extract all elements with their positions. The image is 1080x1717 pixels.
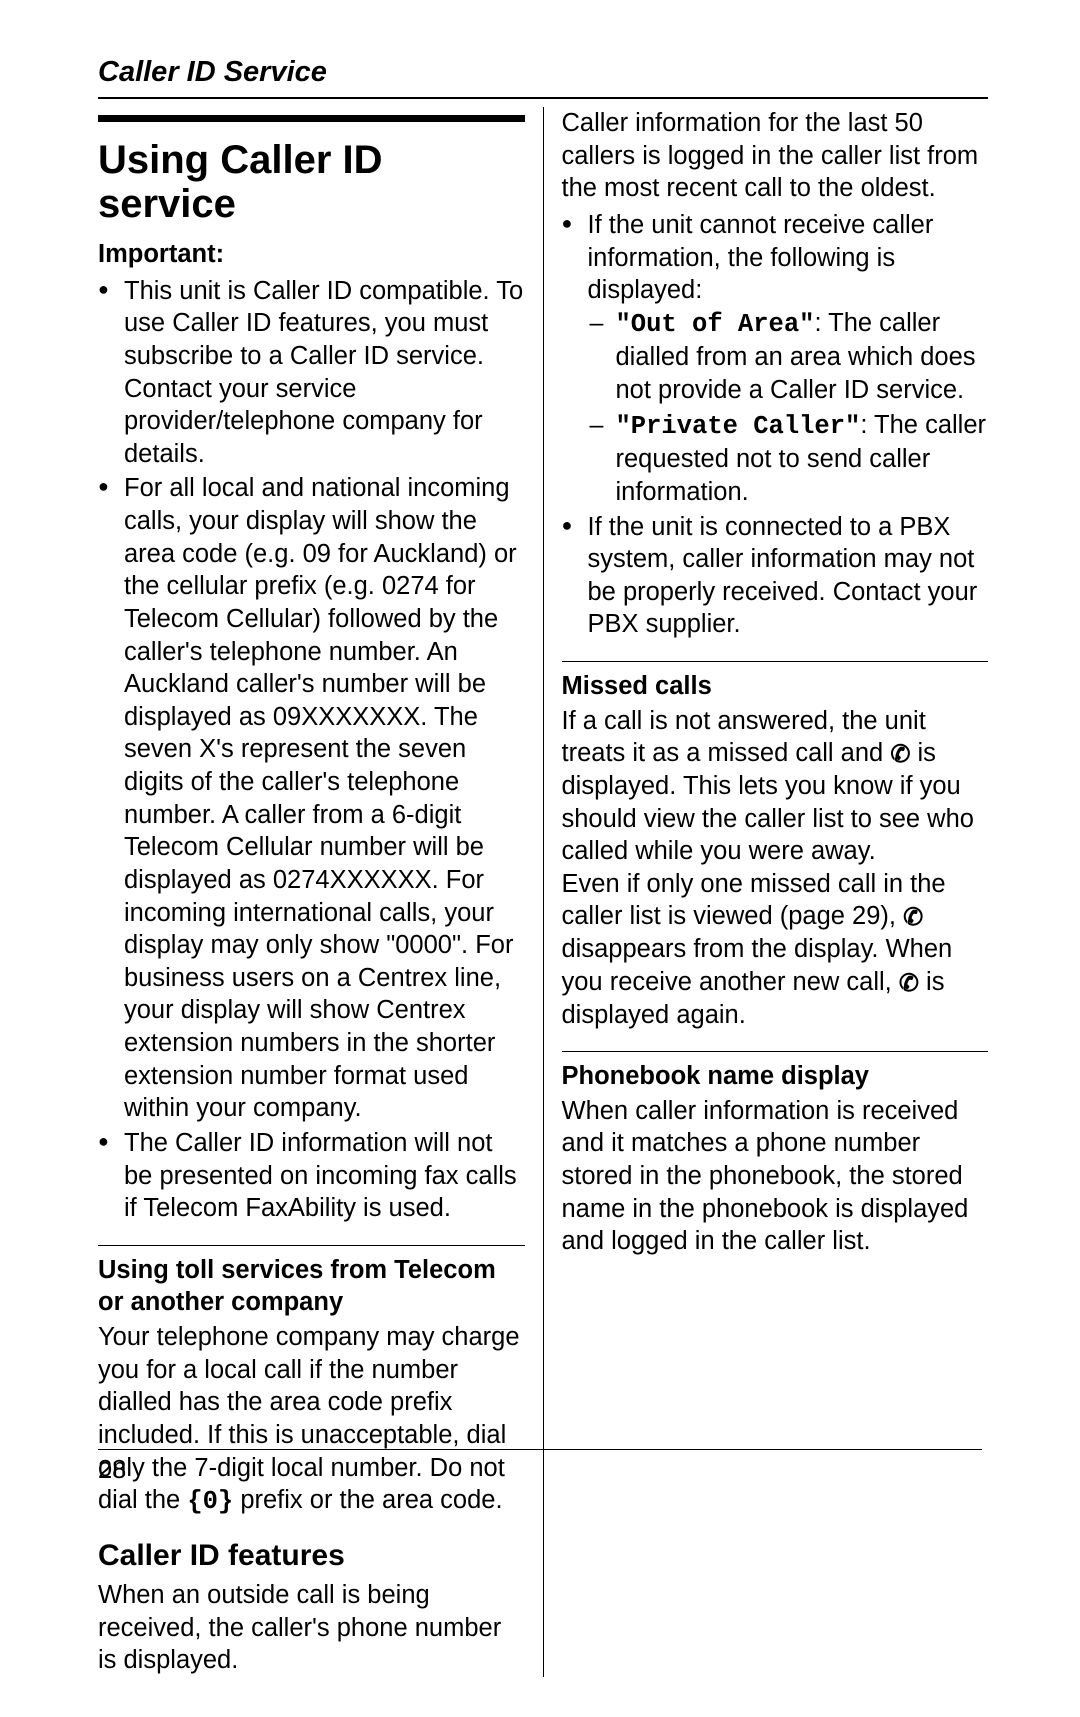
content-columns: Using Caller ID service Important: This … [98,107,988,1677]
header-rule: Caller ID Service [98,56,988,99]
thick-rule [98,115,525,122]
list-item: For all local and national incoming call… [98,472,525,1125]
missed-call-icon: ✆ [899,970,919,997]
intro-text: Caller information for the last 50 calle… [562,107,989,205]
keycap-zero: {0} [187,1487,233,1516]
toll-heading: Using toll services from Telecom or anot… [98,1254,525,1319]
list-item-text: The Caller ID information will not be pr… [124,1129,517,1222]
missed-calls-p2: Even if only one missed call in the call… [562,868,989,1031]
page-number-value: 28 [98,1456,126,1484]
list-item: "Out of Area": The caller dialled from a… [588,307,989,407]
list-item-text: If the unit cannot receive caller inform… [588,211,934,304]
important-label: Important: [98,238,525,271]
section-rule [562,661,989,662]
list-item-text: This unit is Caller ID compatible. To us… [124,277,523,468]
missed-calls-p1: If a call is not answered, the unit trea… [562,705,989,868]
dash-list: "Out of Area": The caller dialled from a… [588,307,989,509]
code-private-caller: "Private Caller" [616,412,861,441]
list-item-text: For all local and national incoming call… [124,474,517,1122]
missed-calls-heading: Missed calls [562,670,989,703]
missed-call-icon: ✆ [903,904,923,931]
section-rule [562,1051,989,1052]
list-item-text: If the unit is connected to a PBX system… [588,513,978,639]
right-column: Caller information for the last 50 calle… [544,107,989,1677]
list-item: This unit is Caller ID compatible. To us… [98,275,525,471]
toll-body-post: prefix or the area code. [233,1486,502,1514]
list-item: The Caller ID information will not be pr… [98,1127,525,1225]
features-body: When an outside call is being received, … [98,1579,525,1677]
important-list: This unit is Caller ID compatible. To us… [98,275,525,1225]
page-number: 28 [98,1449,982,1485]
text-fragment: Even if only one missed call in the call… [562,870,946,931]
list-item: If the unit is connected to a PBX system… [562,511,989,642]
phonebook-body: When caller information is received and … [562,1095,989,1258]
phonebook-heading: Phonebook name display [562,1060,989,1093]
section-rule [98,1245,525,1246]
toll-body: Your telephone company may charge you fo… [98,1321,525,1519]
page-title: Using Caller ID service [98,138,525,226]
text-fragment: disappears from the display. When you re… [562,935,953,996]
code-out-of-area: "Out of Area" [616,310,815,339]
text-fragment: If a call is not answered, the unit trea… [562,707,926,768]
header-title: Caller ID Service [98,56,327,88]
caller-info-list: If the unit cannot receive caller inform… [562,209,989,641]
left-column: Using Caller ID service Important: This … [98,107,544,1677]
list-item: If the unit cannot receive caller inform… [562,209,989,509]
missed-call-icon: ✆ [890,741,910,768]
page: Caller ID Service Using Caller ID servic… [0,0,1080,1717]
features-heading: Caller ID features [98,1537,525,1575]
list-item: "Private Caller": The caller requested n… [588,409,989,509]
